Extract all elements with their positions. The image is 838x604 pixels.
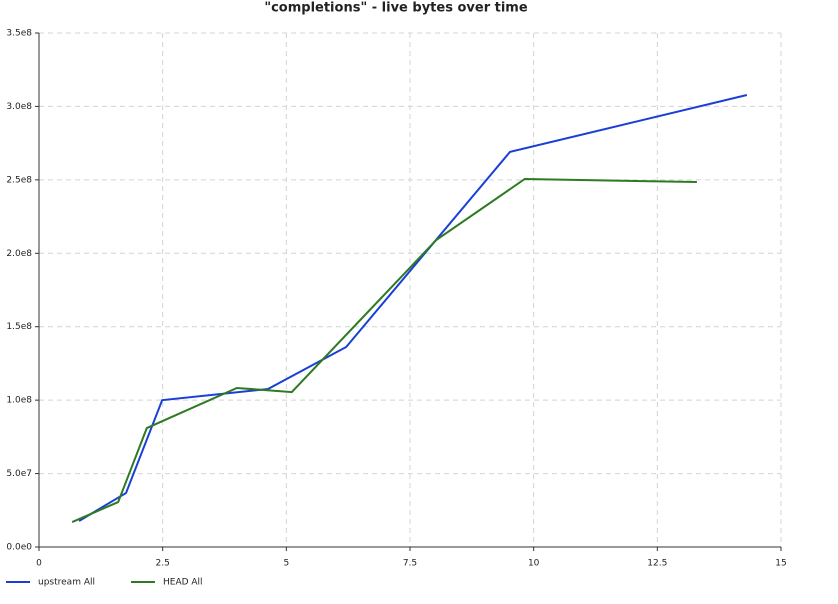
x-tick-label: 10 — [528, 559, 540, 569]
y-tick-label: 3.5e8 — [6, 29, 32, 39]
legend-label: HEAD All — [163, 578, 203, 588]
legend-label: upstream All — [38, 578, 95, 588]
x-tick-label: 7.5 — [403, 559, 417, 569]
y-tick-label: 0.0e0 — [6, 543, 32, 553]
x-tick-label: 12.5 — [647, 559, 667, 569]
y-tick-label: 3.0e8 — [6, 102, 32, 112]
y-tick-label: 2.0e8 — [6, 249, 32, 259]
series-line — [71, 177, 697, 523]
x-tick-label: 2.5 — [156, 559, 170, 569]
x-tick-label: 5 — [283, 559, 289, 569]
y-tick-label: 2.5e8 — [6, 175, 32, 185]
y-tick-label: 1.5e8 — [6, 322, 32, 332]
x-tick-label: 15 — [775, 559, 786, 569]
series-line — [78, 94, 748, 522]
y-tick-label: 5.0e7 — [6, 469, 32, 479]
y-tick-label: 1.0e8 — [6, 396, 32, 406]
x-tick-label: 0 — [36, 559, 42, 569]
chart-title: "completions" - live bytes over time — [264, 1, 528, 16]
